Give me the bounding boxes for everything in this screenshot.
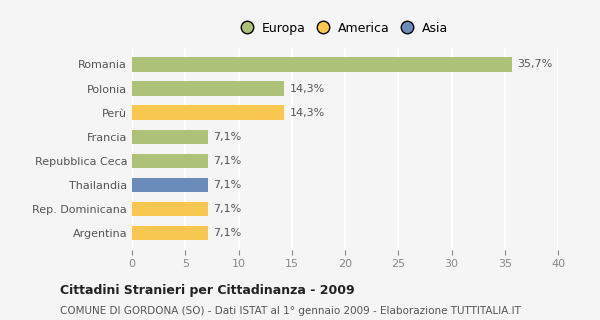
Text: 35,7%: 35,7%: [518, 60, 553, 69]
Text: 7,1%: 7,1%: [213, 180, 241, 190]
Text: 7,1%: 7,1%: [213, 228, 241, 238]
Text: 7,1%: 7,1%: [213, 204, 241, 214]
Bar: [132, 226, 208, 240]
Text: 7,1%: 7,1%: [213, 132, 241, 142]
Bar: [132, 202, 208, 216]
Text: Cittadini Stranieri per Cittadinanza - 2009: Cittadini Stranieri per Cittadinanza - 2…: [60, 284, 355, 297]
Bar: [132, 178, 208, 192]
Bar: [132, 57, 512, 72]
Text: 14,3%: 14,3%: [290, 84, 325, 93]
Text: COMUNE DI GORDONA (SO) - Dati ISTAT al 1° gennaio 2009 - Elaborazione TUTTITALIA: COMUNE DI GORDONA (SO) - Dati ISTAT al 1…: [60, 306, 521, 316]
Text: 7,1%: 7,1%: [213, 156, 241, 166]
Bar: [132, 130, 208, 144]
Bar: [132, 105, 284, 120]
Legend: Europa, America, Asia: Europa, America, Asia: [238, 18, 452, 38]
Bar: [132, 81, 284, 96]
Text: 14,3%: 14,3%: [290, 108, 325, 118]
Bar: [132, 154, 208, 168]
